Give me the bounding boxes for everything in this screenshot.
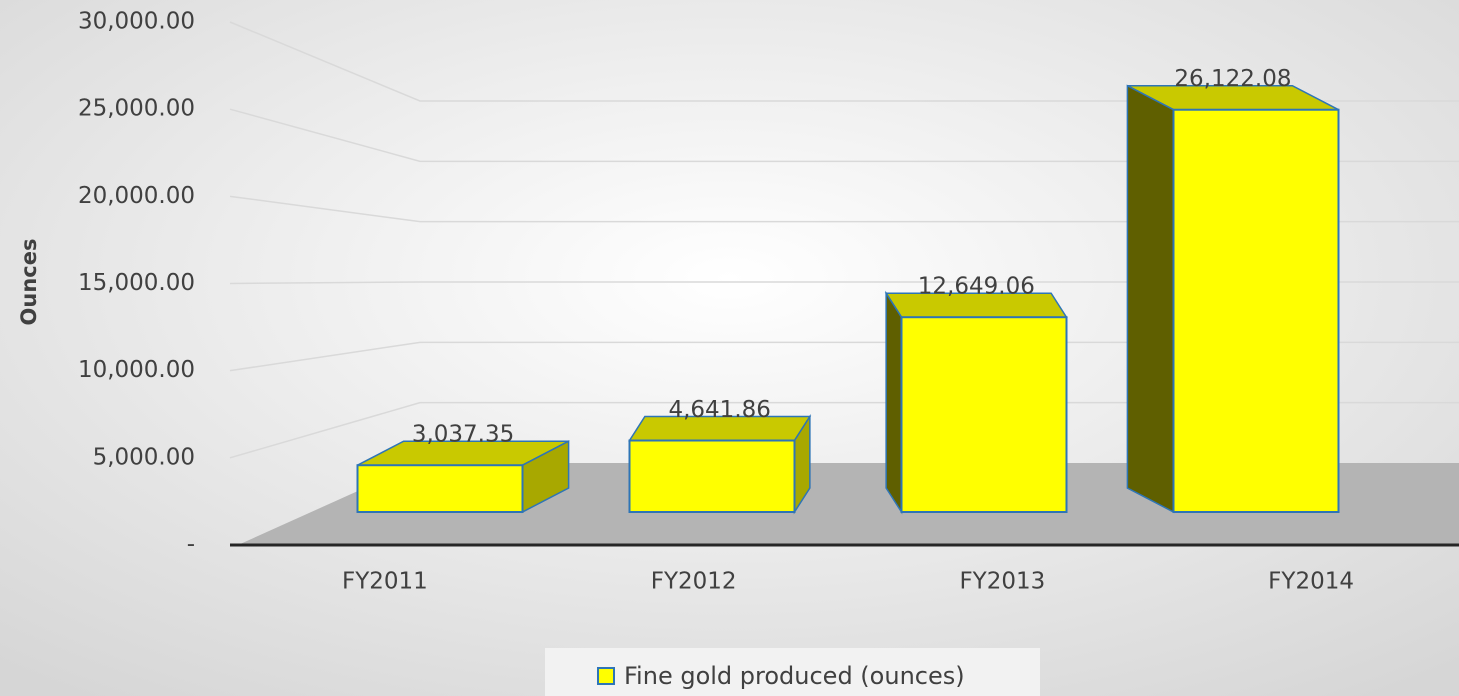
value-label: 26,122.08 — [1174, 66, 1291, 92]
x-tick-label: FY2014 — [1268, 569, 1354, 595]
y-tick-label: - — [187, 532, 195, 558]
y-axis-label: Ounces — [17, 239, 41, 326]
grid-line — [229, 108, 1459, 163]
y-tick-label: 15,000.00 — [78, 270, 195, 296]
bar — [1172, 108, 1340, 513]
value-label: 3,037.35 — [412, 422, 514, 448]
legend-swatch — [597, 667, 615, 685]
bar — [628, 439, 796, 513]
bar — [900, 316, 1068, 513]
y-tick-label: 30,000.00 — [78, 9, 195, 35]
grid-line — [229, 401, 1459, 459]
bar-side — [885, 290, 903, 515]
y-tick-label: 20,000.00 — [78, 183, 195, 209]
grid-line — [229, 281, 1459, 285]
legend — [545, 648, 1040, 696]
legend-label: Fine gold produced (ounces) — [624, 662, 965, 690]
x-tick-label: FY2013 — [959, 569, 1045, 595]
bar — [356, 464, 524, 514]
y-tick-label: 5,000.00 — [93, 444, 195, 470]
y-tick-label: 10,000.00 — [78, 357, 195, 383]
value-label: 12,649.06 — [918, 274, 1035, 300]
bar-side — [1126, 84, 1175, 514]
grid-line — [229, 341, 1459, 372]
grid-line — [229, 195, 1459, 223]
x-tick-label: FY2012 — [651, 569, 737, 595]
x-tick-label: FY2011 — [342, 569, 428, 595]
grid-line — [229, 21, 1459, 102]
value-label: 4,641.86 — [668, 397, 770, 423]
y-tick-label: 25,000.00 — [78, 96, 195, 122]
